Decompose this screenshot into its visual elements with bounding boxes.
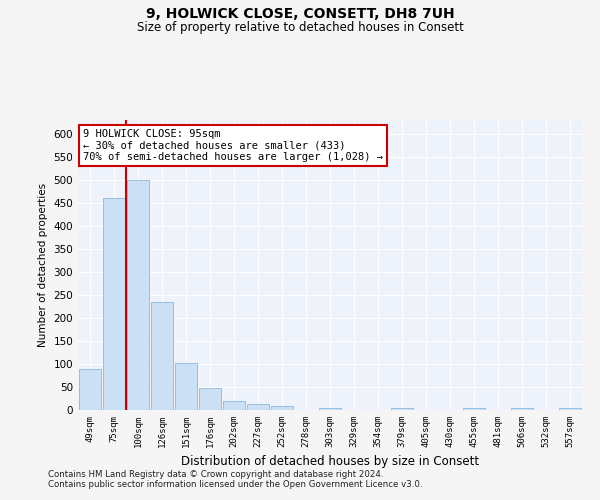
Bar (199, 388, 221, 410)
Bar (175, 362, 197, 410)
Text: 9, HOLWICK CLOSE, CONSETT, DH8 7UH: 9, HOLWICK CLOSE, CONSETT, DH8 7UH (146, 8, 454, 22)
Bar (319, 408, 341, 410)
Y-axis label: Number of detached properties: Number of detached properties (38, 183, 48, 347)
Bar (127, 180, 149, 410)
Bar (103, 198, 125, 410)
Bar (79, 368, 101, 410)
Bar (223, 401, 245, 410)
Text: Size of property relative to detached houses in Consett: Size of property relative to detached ho… (137, 21, 463, 34)
Text: Contains public sector information licensed under the Open Government Licence v3: Contains public sector information licen… (48, 480, 422, 489)
Bar (463, 408, 485, 410)
Bar (151, 302, 173, 410)
Bar (391, 408, 413, 410)
Bar (511, 408, 533, 410)
Bar (271, 406, 293, 410)
X-axis label: Distribution of detached houses by size in Consett: Distribution of detached houses by size … (181, 456, 479, 468)
Bar (559, 408, 581, 410)
Text: Contains HM Land Registry data © Crown copyright and database right 2024.: Contains HM Land Registry data © Crown c… (48, 470, 383, 479)
Bar (247, 404, 269, 410)
Text: 9 HOLWICK CLOSE: 95sqm
← 30% of detached houses are smaller (433)
70% of semi-de: 9 HOLWICK CLOSE: 95sqm ← 30% of detached… (83, 128, 383, 162)
